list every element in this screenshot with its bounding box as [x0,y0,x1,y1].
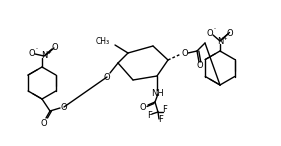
Text: NH: NH [152,89,164,99]
Text: O: O [227,28,233,38]
Text: O: O [197,61,203,71]
Text: F: F [163,106,167,114]
Text: N: N [217,36,223,46]
Text: O: O [29,49,35,59]
Text: -: - [36,46,38,52]
Text: N: N [41,52,47,60]
Text: O: O [61,102,67,112]
Text: O: O [104,73,110,81]
Text: O: O [140,102,146,112]
Text: -: - [214,27,216,32]
Text: F: F [148,112,152,120]
Text: CH₃: CH₃ [96,36,110,46]
Text: O: O [41,119,47,127]
Text: +: + [223,35,227,40]
Text: F: F [158,115,164,125]
Text: O: O [207,29,213,39]
Text: +: + [47,51,51,55]
Text: O: O [182,48,188,58]
Text: O: O [52,44,58,53]
